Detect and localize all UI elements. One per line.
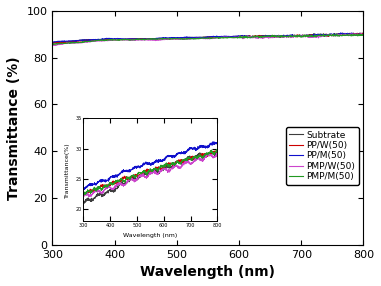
PP/W(50) [361,33,366,37]
PMP/M(50) [187,37,192,40]
PMP/W(50) [50,44,54,47]
PP/W(50) [50,41,54,45]
Line: Subtrate: Subtrate [52,33,363,43]
PP/M(50) [293,34,298,37]
PP/M(50) [187,35,192,39]
PMP/W(50) [298,34,303,37]
PP/M(50) [361,33,366,37]
PMP/M(50) [361,33,366,36]
PP/W(50) [187,36,192,40]
Line: PP/W(50): PP/W(50) [52,33,363,43]
Subtrate [358,31,362,35]
Subtrate [293,34,298,37]
PMP/W(50) [82,41,86,44]
PMP/M(50) [51,43,56,46]
PP/M(50) [50,40,54,44]
PP/M(50) [82,38,87,42]
PMP/M(50) [50,43,54,46]
PP/W(50) [82,39,87,42]
Line: PMP/M(50): PMP/M(50) [52,34,363,44]
Legend: Subtrate, PP/W(50), PP/M(50), PMP/W(50), PMP/M(50): Subtrate, PP/W(50), PP/M(50), PMP/W(50),… [286,127,359,185]
PMP/W(50) [187,37,192,41]
PP/M(50) [299,34,303,38]
PMP/W(50) [264,36,268,39]
PMP/W(50) [359,32,363,35]
PMP/W(50) [176,37,181,41]
PP/W(50) [53,41,58,45]
Subtrate [361,31,366,35]
Subtrate [299,34,303,37]
Y-axis label: Transmittance (%): Transmittance (%) [7,56,21,200]
Subtrate [50,41,54,45]
PP/M(50) [338,31,343,35]
PP/W(50) [293,34,298,37]
PMP/M(50) [293,35,298,38]
Subtrate [264,34,269,37]
PMP/W(50) [361,33,366,37]
Subtrate [176,37,181,40]
PP/M(50) [176,36,181,40]
Line: PMP/W(50): PMP/W(50) [52,33,363,45]
PMP/M(50) [264,34,269,38]
Subtrate [187,36,192,39]
X-axis label: Wavelength (nm): Wavelength (nm) [141,265,275,279]
PMP/M(50) [176,37,181,41]
PMP/W(50) [293,35,297,38]
Line: PP/M(50): PP/M(50) [52,33,363,42]
Subtrate [82,38,87,41]
PP/M(50) [51,40,55,44]
PP/W(50) [299,35,303,38]
PMP/M(50) [356,33,361,36]
PMP/M(50) [82,40,87,43]
PP/M(50) [264,35,269,38]
PP/W(50) [176,37,181,40]
Subtrate [51,41,55,45]
PP/W(50) [359,31,363,35]
PP/W(50) [264,35,269,38]
PMP/M(50) [299,35,303,38]
